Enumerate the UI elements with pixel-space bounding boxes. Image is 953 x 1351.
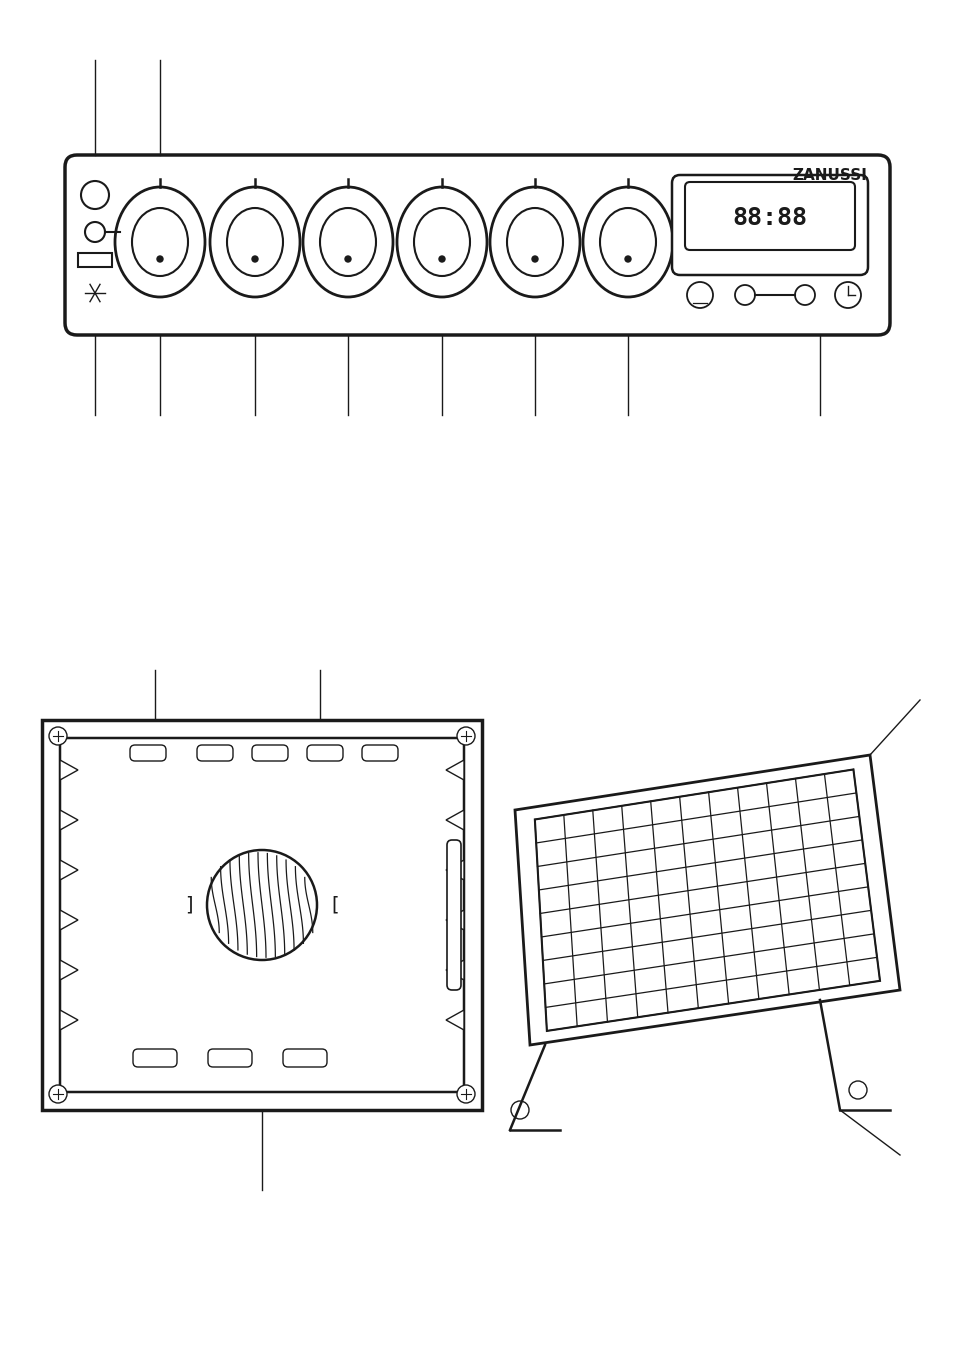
Ellipse shape — [303, 186, 393, 297]
FancyBboxPatch shape — [208, 1048, 252, 1067]
FancyBboxPatch shape — [307, 744, 343, 761]
Ellipse shape — [396, 186, 486, 297]
FancyBboxPatch shape — [283, 1048, 327, 1067]
Polygon shape — [446, 911, 463, 929]
Ellipse shape — [414, 208, 470, 276]
Polygon shape — [535, 770, 879, 1031]
Ellipse shape — [582, 186, 672, 297]
Polygon shape — [446, 961, 463, 979]
Circle shape — [252, 255, 257, 262]
FancyBboxPatch shape — [447, 840, 460, 990]
Ellipse shape — [506, 208, 562, 276]
FancyBboxPatch shape — [671, 176, 867, 276]
Polygon shape — [515, 755, 899, 1046]
Bar — [42, 720, 481, 1111]
Polygon shape — [446, 1011, 463, 1029]
Circle shape — [456, 1085, 475, 1102]
Circle shape — [834, 282, 861, 308]
Polygon shape — [60, 911, 78, 929]
Ellipse shape — [210, 186, 299, 297]
FancyBboxPatch shape — [130, 744, 166, 761]
FancyBboxPatch shape — [60, 738, 463, 1092]
FancyBboxPatch shape — [684, 182, 854, 250]
Circle shape — [532, 255, 537, 262]
Circle shape — [345, 255, 351, 262]
Circle shape — [49, 727, 67, 744]
Polygon shape — [446, 811, 463, 830]
Ellipse shape — [599, 208, 656, 276]
Circle shape — [81, 181, 109, 209]
Circle shape — [511, 1101, 529, 1119]
FancyBboxPatch shape — [252, 744, 288, 761]
Ellipse shape — [115, 186, 205, 297]
FancyBboxPatch shape — [132, 1048, 177, 1067]
Text: ]: ] — [185, 896, 193, 915]
Ellipse shape — [227, 208, 283, 276]
Polygon shape — [60, 811, 78, 830]
Ellipse shape — [132, 208, 188, 276]
Circle shape — [686, 282, 712, 308]
Ellipse shape — [490, 186, 579, 297]
Text: ZANUSSI: ZANUSSI — [792, 168, 866, 182]
Circle shape — [734, 285, 754, 305]
Circle shape — [49, 1085, 67, 1102]
Polygon shape — [60, 861, 78, 880]
Circle shape — [157, 255, 163, 262]
Polygon shape — [60, 961, 78, 979]
FancyBboxPatch shape — [65, 155, 889, 335]
Circle shape — [207, 850, 316, 961]
Polygon shape — [446, 761, 463, 780]
Text: [: [ — [331, 896, 338, 915]
Ellipse shape — [319, 208, 375, 276]
FancyBboxPatch shape — [196, 744, 233, 761]
Bar — [78, 253, 112, 267]
Polygon shape — [60, 1011, 78, 1029]
Circle shape — [624, 255, 630, 262]
FancyBboxPatch shape — [361, 744, 397, 761]
Circle shape — [794, 285, 814, 305]
Circle shape — [85, 222, 105, 242]
Circle shape — [456, 727, 475, 744]
Circle shape — [438, 255, 444, 262]
Polygon shape — [446, 861, 463, 880]
Circle shape — [848, 1081, 866, 1098]
Polygon shape — [60, 761, 78, 780]
Text: 88:88: 88:88 — [732, 205, 806, 230]
